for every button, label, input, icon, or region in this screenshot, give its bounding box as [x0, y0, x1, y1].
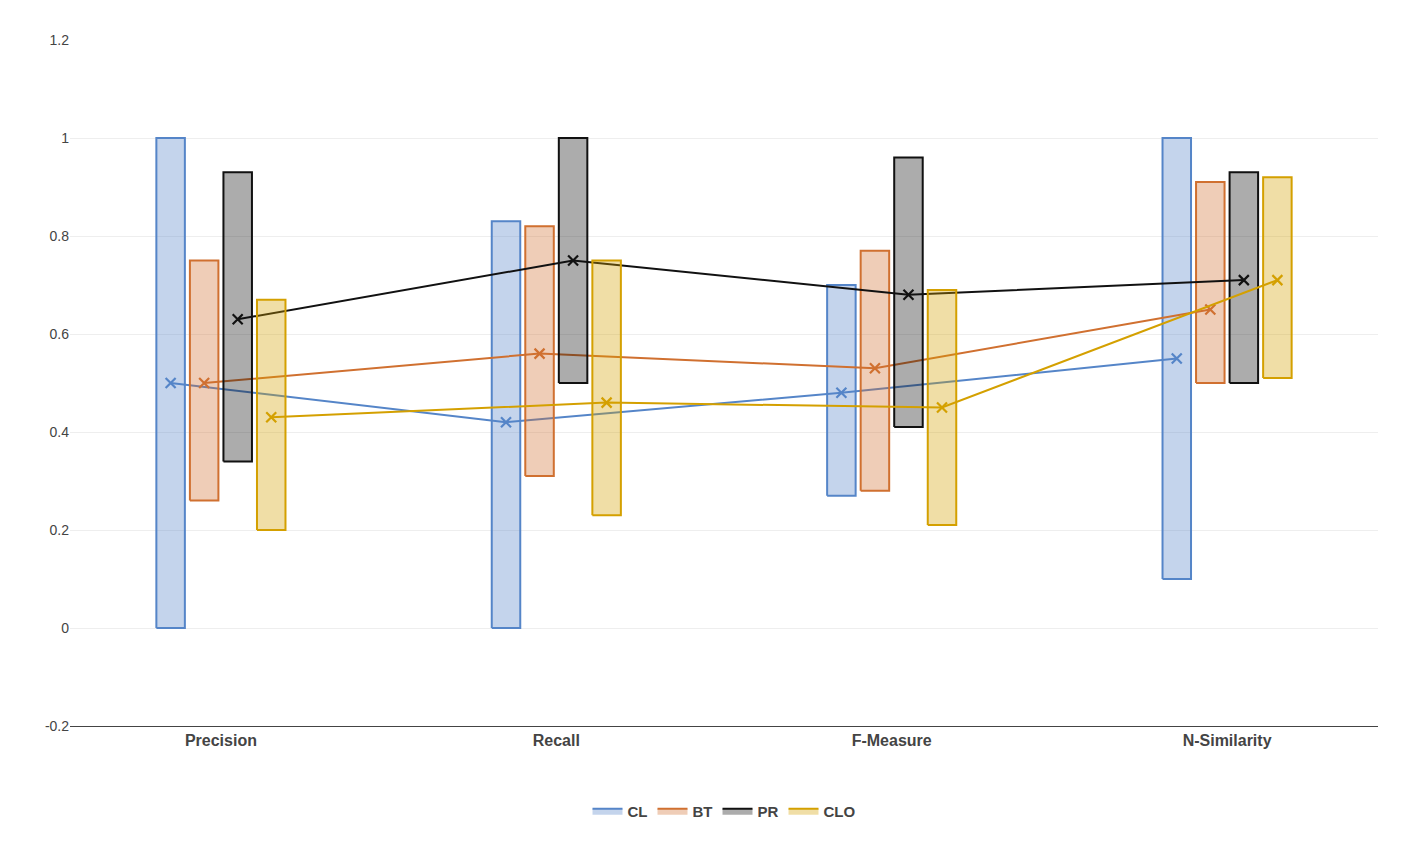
svg-text:0.4: 0.4	[50, 424, 70, 440]
svg-text:0: 0	[61, 620, 69, 636]
svg-text:Recall: Recall	[533, 732, 580, 749]
svg-text:Precision: Precision	[185, 732, 257, 749]
svg-text:1: 1	[61, 130, 69, 146]
svg-text:F-Measure: F-Measure	[852, 732, 932, 749]
svg-text:PR: PR	[758, 803, 779, 820]
svg-text:-0.2: -0.2	[45, 718, 69, 734]
svg-text:0.2: 0.2	[50, 522, 70, 538]
svg-text:0.6: 0.6	[50, 326, 70, 342]
svg-text:N-Similarity: N-Similarity	[1183, 732, 1272, 749]
svg-text:BT: BT	[693, 803, 713, 820]
svg-text:0.8: 0.8	[50, 228, 70, 244]
svg-text:CLO: CLO	[824, 803, 856, 820]
svg-text:CL: CL	[628, 803, 648, 820]
svg-text:1.2: 1.2	[50, 32, 70, 48]
